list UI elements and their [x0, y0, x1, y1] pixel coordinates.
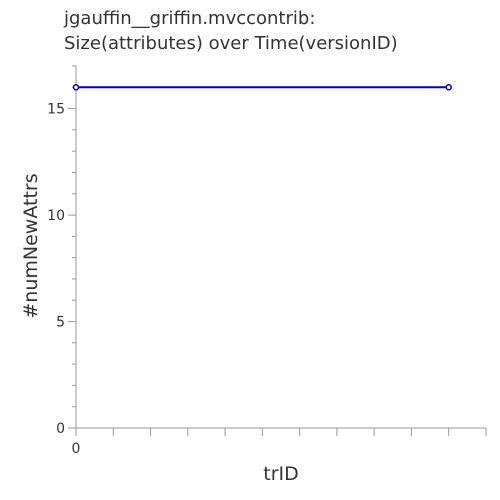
chart-title: jgauffin__griffin.mvccontrib: Size(attri… — [64, 6, 398, 56]
data-point — [72, 84, 80, 91]
y-ticks: 0 5 10 15 — [47, 65, 76, 437]
series-layer — [72, 84, 452, 91]
chart-title-line-1: jgauffin__griffin.mvccontrib: — [64, 8, 316, 29]
x-axis-title: trID — [263, 463, 299, 485]
x-ticks: 0 — [72, 428, 487, 457]
y-tick-label: 5 — [56, 315, 65, 331]
chart-title-line-2: Size(attributes) over Time(versionID) — [64, 33, 398, 54]
data-point — [445, 84, 452, 91]
y-tick-label: 15 — [47, 102, 65, 118]
y-axis-title: #numNewAttrs — [20, 173, 42, 318]
x-tick-label: 0 — [72, 441, 81, 457]
y-tick-label: 0 — [56, 421, 65, 437]
axes — [75, 66, 486, 429]
y-tick-label: 10 — [47, 208, 65, 224]
